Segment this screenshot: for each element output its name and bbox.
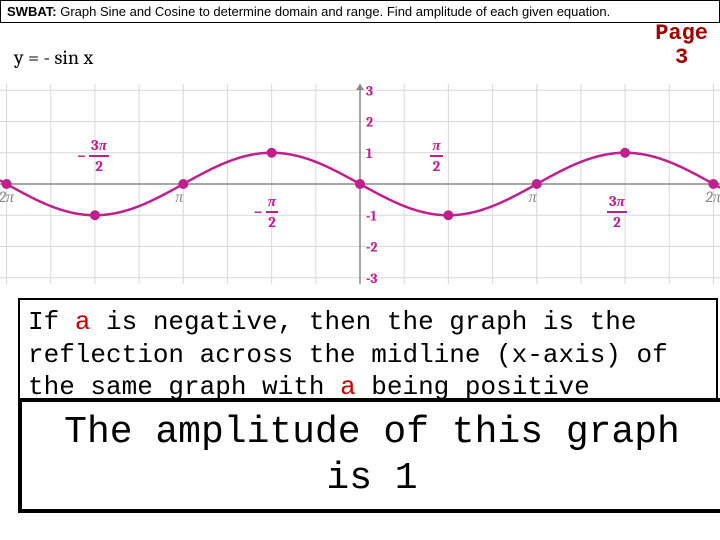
- svg-text:2: 2: [366, 114, 373, 131]
- svg-text:-3: -3: [366, 270, 377, 284]
- x-axis-small-label: π: [175, 188, 183, 207]
- equation-text: y = - sin x: [14, 46, 93, 69]
- box2-text: The amplitude of this graph is 1: [64, 411, 680, 500]
- swbat-label: SWBAT:: [7, 4, 57, 19]
- box1-a1: a: [75, 307, 91, 337]
- swbat-text: Graph Sine and Cosine to determine domai…: [60, 4, 610, 19]
- svg-text:1: 1: [366, 145, 373, 162]
- x-axis-fraction-label: 3π2: [607, 192, 627, 231]
- reflection-note-box: If a is negative, then the graph is the …: [18, 298, 718, 412]
- x-axis-small-label: 2π: [0, 188, 14, 207]
- svg-text:3: 3: [366, 84, 373, 99]
- svg-text:-1: -1: [366, 207, 377, 224]
- box1-pre: If: [28, 307, 75, 337]
- amplitude-box: The amplitude of this graph is 1: [18, 398, 720, 513]
- page-number: Page 3: [655, 22, 708, 70]
- x-axis-small-label: 2π: [705, 188, 720, 207]
- x-axis-small-label: π: [529, 188, 537, 207]
- page-label-line1: Page: [655, 21, 708, 46]
- x-axis-fraction-label: − 3π2: [77, 136, 109, 175]
- sine-chart: 3 2 1 -1 -2 -3: [0, 84, 720, 284]
- page-label-line2: 3: [675, 45, 688, 70]
- svg-text:-2: -2: [366, 239, 377, 256]
- x-axis-fraction-label: − π2: [254, 192, 278, 231]
- x-axis-fraction-label: π2: [430, 136, 442, 175]
- swbat-header: SWBAT: Graph Sine and Cosine to determin…: [0, 0, 720, 23]
